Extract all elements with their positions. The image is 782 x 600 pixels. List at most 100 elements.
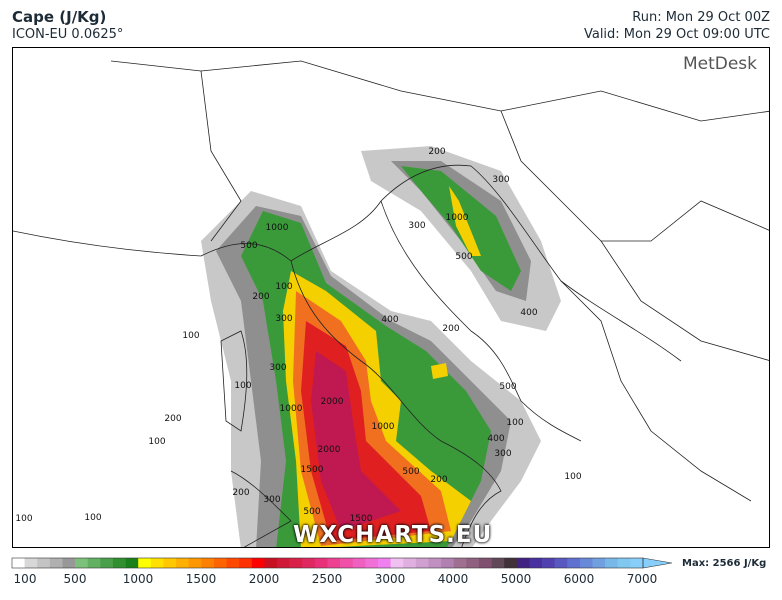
colorbar-tick-label: 6000 bbox=[563, 572, 595, 586]
colorbar-segment bbox=[87, 558, 101, 568]
colorbar-tick-label: 3000 bbox=[374, 572, 406, 586]
contour-label: 1000 bbox=[446, 213, 469, 223]
metdesk-logo: MetDesk bbox=[682, 54, 757, 74]
colorbar-segment bbox=[314, 558, 328, 568]
colorbar-tick-label: 2500 bbox=[311, 572, 343, 586]
contour-label: 300 bbox=[269, 363, 286, 373]
colorbar-segment bbox=[415, 558, 429, 568]
coastlines-and-borders bbox=[13, 60, 769, 547]
contour-label: 100 bbox=[234, 381, 251, 391]
colorbar-segment bbox=[592, 558, 606, 568]
colorbar-tick-label: 2000 bbox=[248, 572, 280, 586]
colorbar-tick-label: 1000 bbox=[122, 572, 154, 586]
contour-label: 200 bbox=[164, 414, 181, 424]
colorbar-segment bbox=[226, 558, 240, 568]
colorbar-segment bbox=[49, 558, 63, 568]
colorbar-segment bbox=[75, 558, 89, 568]
colorbar-segment bbox=[428, 558, 442, 568]
contour-label: 300 bbox=[263, 495, 280, 505]
colorbar-tick-label: 500 bbox=[63, 572, 87, 586]
colorbar-segment bbox=[213, 558, 227, 568]
cape-map[interactable]: 200 300 1000 300 1000 500 500 400 400 200 100 300 50… bbox=[12, 47, 770, 548]
contour-label: 300 bbox=[408, 221, 425, 231]
colorbar-segment bbox=[100, 558, 114, 568]
colorbar-segment bbox=[277, 558, 290, 568]
colorbar-segment bbox=[352, 558, 366, 568]
colorbar-segment bbox=[605, 558, 619, 568]
colorbar-segment bbox=[617, 558, 631, 568]
contour-label: 1500 bbox=[301, 465, 324, 475]
colorbar-segment bbox=[529, 558, 543, 568]
colorbar-segment bbox=[125, 558, 139, 568]
colorbar-segment bbox=[327, 558, 341, 568]
contour-label: 100 bbox=[15, 514, 32, 524]
contour-label: 2000 bbox=[321, 397, 344, 407]
colorbar-tick-label: 4000 bbox=[437, 572, 469, 586]
colorbar-segment bbox=[340, 558, 354, 568]
contour-label: 400 bbox=[381, 315, 398, 325]
contour-label: 500 bbox=[455, 252, 472, 262]
colorbar-segment bbox=[441, 558, 454, 568]
colorbar-segment bbox=[12, 558, 25, 568]
contour-label: 200 bbox=[430, 475, 447, 485]
colorbar bbox=[11, 557, 673, 569]
contour-label: 1500 bbox=[350, 514, 373, 524]
colorbar-segment bbox=[542, 558, 555, 568]
colorbar-segment bbox=[453, 558, 467, 568]
colorbar-segment bbox=[516, 558, 530, 568]
colorbar-tick-label: 7000 bbox=[626, 572, 658, 586]
contour-label: 100 bbox=[275, 282, 292, 292]
contour-label: 100 bbox=[564, 472, 581, 482]
contour-label: 300 bbox=[275, 314, 292, 324]
contour-label: 200 bbox=[252, 292, 269, 302]
colorbar-segment bbox=[176, 558, 189, 568]
colorbar-segment bbox=[377, 558, 391, 568]
colorbar-segment bbox=[365, 558, 379, 568]
contour-label: 1000 bbox=[372, 422, 395, 432]
colorbar-segment bbox=[239, 558, 253, 568]
colorbar-segment bbox=[478, 558, 492, 568]
contour-label: 1000 bbox=[266, 223, 289, 233]
colorbar-segment bbox=[302, 558, 316, 568]
colorbar-segment bbox=[403, 558, 417, 568]
valid-time: Valid: Mon 29 Oct 09:00 UTC bbox=[583, 27, 770, 42]
contour-label: 1000 bbox=[280, 404, 303, 414]
colorbar-segment bbox=[138, 558, 152, 568]
colorbar-segment bbox=[630, 558, 644, 568]
contour-label: 300 bbox=[494, 449, 511, 459]
colorbar-segment bbox=[567, 558, 581, 568]
wxcharts-watermark: WXCHARTS.EU bbox=[293, 522, 493, 548]
contour-label: 2000 bbox=[318, 445, 341, 455]
contour-label: 500 bbox=[402, 467, 419, 477]
contour-label: 200 bbox=[442, 324, 459, 334]
colorbar-segment bbox=[289, 558, 303, 568]
colorbar-segment bbox=[554, 558, 568, 568]
contour-label: 300 bbox=[492, 175, 509, 185]
contour-label: 200 bbox=[428, 147, 445, 157]
map-canvas: 200 300 1000 300 1000 500 500 400 400 200 100 300 50… bbox=[13, 60, 769, 547]
colorbar-segment bbox=[201, 558, 215, 568]
colorbar-segment bbox=[62, 558, 76, 568]
colorbar-segment bbox=[150, 558, 164, 568]
colorbar-segment bbox=[504, 558, 518, 568]
colorbar-tick-label: 1500 bbox=[185, 572, 217, 586]
contour-label: 500 bbox=[303, 507, 320, 517]
contour-label: 500 bbox=[499, 382, 516, 392]
colorbar-segment bbox=[24, 558, 38, 568]
contour-label: 500 bbox=[240, 241, 257, 251]
contour-label: 200 bbox=[232, 488, 249, 498]
colorbar-segment bbox=[491, 558, 505, 568]
colorbar-tick-label: 100 bbox=[13, 572, 37, 586]
colorbar-segments bbox=[12, 558, 644, 568]
colorbar-segment bbox=[112, 558, 126, 568]
colorbar-segment bbox=[466, 558, 480, 568]
max-value: Max: 2566 J/Kg bbox=[682, 558, 767, 569]
colorbar-segment bbox=[37, 558, 51, 568]
contour-label: 400 bbox=[487, 434, 504, 444]
colorbar-segment bbox=[251, 558, 265, 568]
colorbar-arrow bbox=[642, 557, 673, 569]
contour-label: 100 bbox=[506, 418, 523, 428]
run-time: Run: Mon 29 Oct 00Z bbox=[632, 10, 770, 25]
contour-label: 100 bbox=[182, 331, 199, 341]
colorbar-segment bbox=[163, 558, 177, 568]
